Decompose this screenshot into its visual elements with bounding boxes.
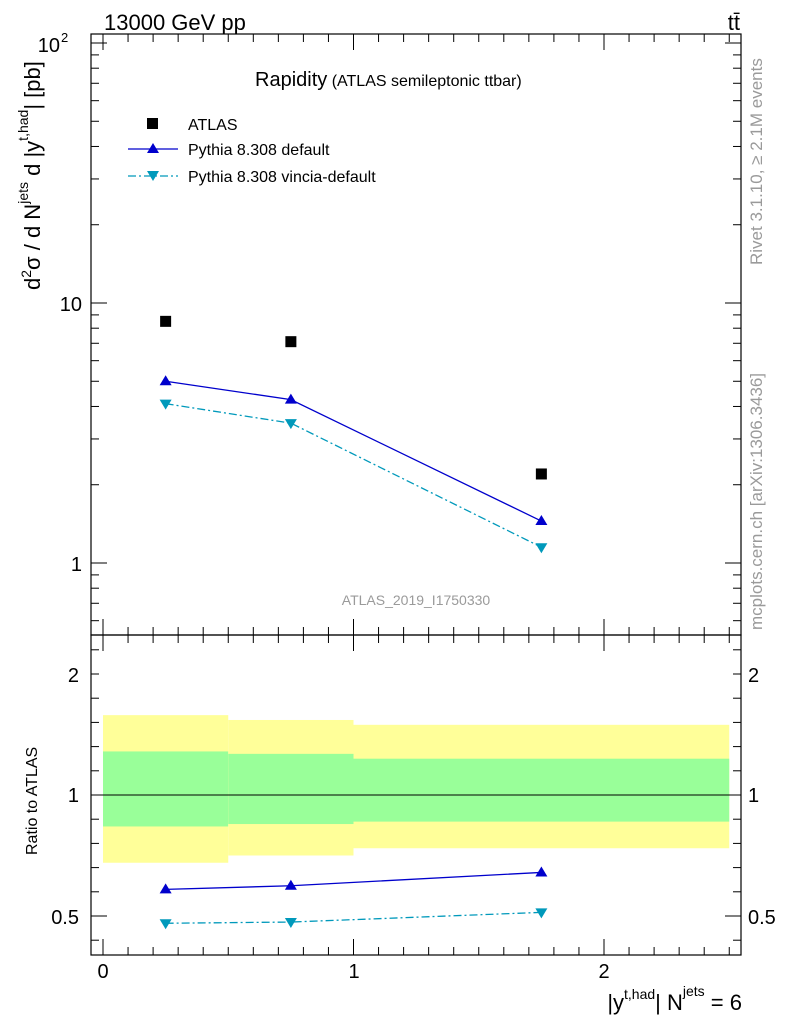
mcplots-label: mcplots.cern.ch [arXiv:1306.3436] [747, 373, 766, 630]
ylabel-d-y: d |y [20, 141, 45, 182]
ratio-ytick-left-1: 1 [68, 785, 79, 807]
main-y-ticks [91, 42, 741, 622]
xtick-label-0: 0 [97, 961, 108, 983]
ylabel-sup2: 2 [18, 270, 34, 278]
ratio-line-pythia-8-308-vincia-default [165, 911, 542, 924]
ratio-ylabel: Ratio to ATLAS [24, 747, 41, 855]
chart-title: Rapidity (ATLAS semileptonic ttbar) [255, 69, 522, 91]
xtick-label-2: 2 [598, 961, 609, 983]
legend-label-vincia: Pythia 8.308 vincia-default [188, 169, 376, 186]
ratio-point-pythia-8-308-vincia-default-2 [535, 908, 548, 919]
legend-marker-vincia [147, 171, 159, 181]
data-point-pythia-8-308-vincia-default-0 [159, 399, 172, 410]
y-tick-label-10: 10 [60, 294, 82, 316]
legend: ATLAS Pythia 8.308 default Pythia 8.308 … [128, 117, 376, 186]
data-point-pythia-8-308-default-1 [284, 393, 297, 404]
data-point-atlas-2 [535, 468, 547, 480]
ratio-point-pythia-8-308-vincia-default-0 [159, 919, 172, 930]
legend-label-default: Pythia 8.308 default [188, 142, 330, 159]
rivet-version-label: Rivet 3.1.10, ≥ 2.1M events [747, 58, 766, 265]
process-label: tt̄ [728, 10, 740, 35]
data-point-pythia-8-308-default-2 [535, 515, 548, 526]
data-point-atlas-1 [285, 336, 297, 348]
ylabel-thad: t,had [15, 110, 31, 141]
main-data-layer [159, 315, 548, 554]
legend-marker-default [147, 143, 159, 153]
ratio-bands [103, 715, 730, 863]
ratio-band-stat-0 [103, 751, 229, 827]
ratio-ytick-left-0.5: 0.5 [51, 907, 79, 929]
xlabel-y: |y [607, 990, 624, 1015]
y-tick-label-100-exp: 2 [61, 30, 68, 45]
y-tick-label-100-base: 10 [38, 35, 60, 57]
series-line-pythia-8-308-vincia-default [165, 403, 542, 548]
analysis-id: ATLAS_2019_I1750330 [342, 592, 491, 608]
series-line-pythia-8-308-default [165, 380, 542, 522]
xlabel-thad: t,had [624, 986, 655, 1002]
ratio-band-stat-1 [228, 753, 354, 825]
ylabel-d: d [20, 278, 45, 290]
data-point-pythia-8-308-vincia-default-2 [535, 543, 548, 554]
title-main: Rapidity [255, 69, 327, 91]
ratio-ticks [91, 635, 741, 955]
ratio-ytick-right-0.5: 0.5 [748, 907, 776, 929]
main-x-ticks [102, 34, 730, 635]
ylabel-unit: | [pb] [20, 61, 45, 110]
data-point-atlas-0 [160, 315, 172, 327]
data-point-pythia-8-308-default-0 [159, 375, 172, 386]
ratio-point-pythia-8-308-default-1 [284, 879, 297, 890]
ratio-ytick-right-1: 1 [748, 785, 759, 807]
ratio-line-pythia-8-308-default [165, 871, 542, 891]
x-axis-label: |yt,had| Njets = 6 [607, 983, 742, 1015]
ratio-point-pythia-8-308-vincia-default-1 [284, 918, 297, 929]
legend-marker-atlas [147, 118, 158, 129]
ratio-data-layer [159, 866, 548, 930]
xlabel-eq: = 6 [705, 990, 742, 1015]
xtick-label-1: 1 [348, 961, 359, 983]
ratio-ytick-right-2: 2 [748, 665, 759, 687]
xlabel-jets: jets [682, 983, 705, 999]
ylabel-jets: jets [15, 182, 31, 205]
energy-label: 13000 GeV pp [104, 10, 246, 35]
ylabel-sigma: σ / d N [20, 204, 45, 270]
ratio-band-stat-2 [353, 758, 730, 822]
ratio-point-pythia-8-308-default-2 [535, 866, 548, 877]
xlabel-mid: | N [655, 990, 683, 1015]
y-tick-label-1: 1 [71, 554, 82, 576]
legend-label-atlas: ATLAS [188, 117, 238, 134]
main-ylabel: d2σ / d Njets d |yt,had| [pb] [15, 61, 45, 290]
ratio-ytick-left-2: 2 [68, 665, 79, 687]
title-sub: (ATLAS semileptonic ttbar) [332, 73, 522, 90]
main-panel: 1 10 10 2 d2σ / d Njets d |yt,had| [pb] … [15, 30, 742, 636]
ratio-panel: 0.5 1 2 0.5 1 2 0 1 2 Ratio to ATLAS |yt… [24, 634, 776, 1015]
data-point-pythia-8-308-vincia-default-1 [284, 419, 297, 430]
ratio-point-pythia-8-308-default-0 [159, 883, 172, 894]
